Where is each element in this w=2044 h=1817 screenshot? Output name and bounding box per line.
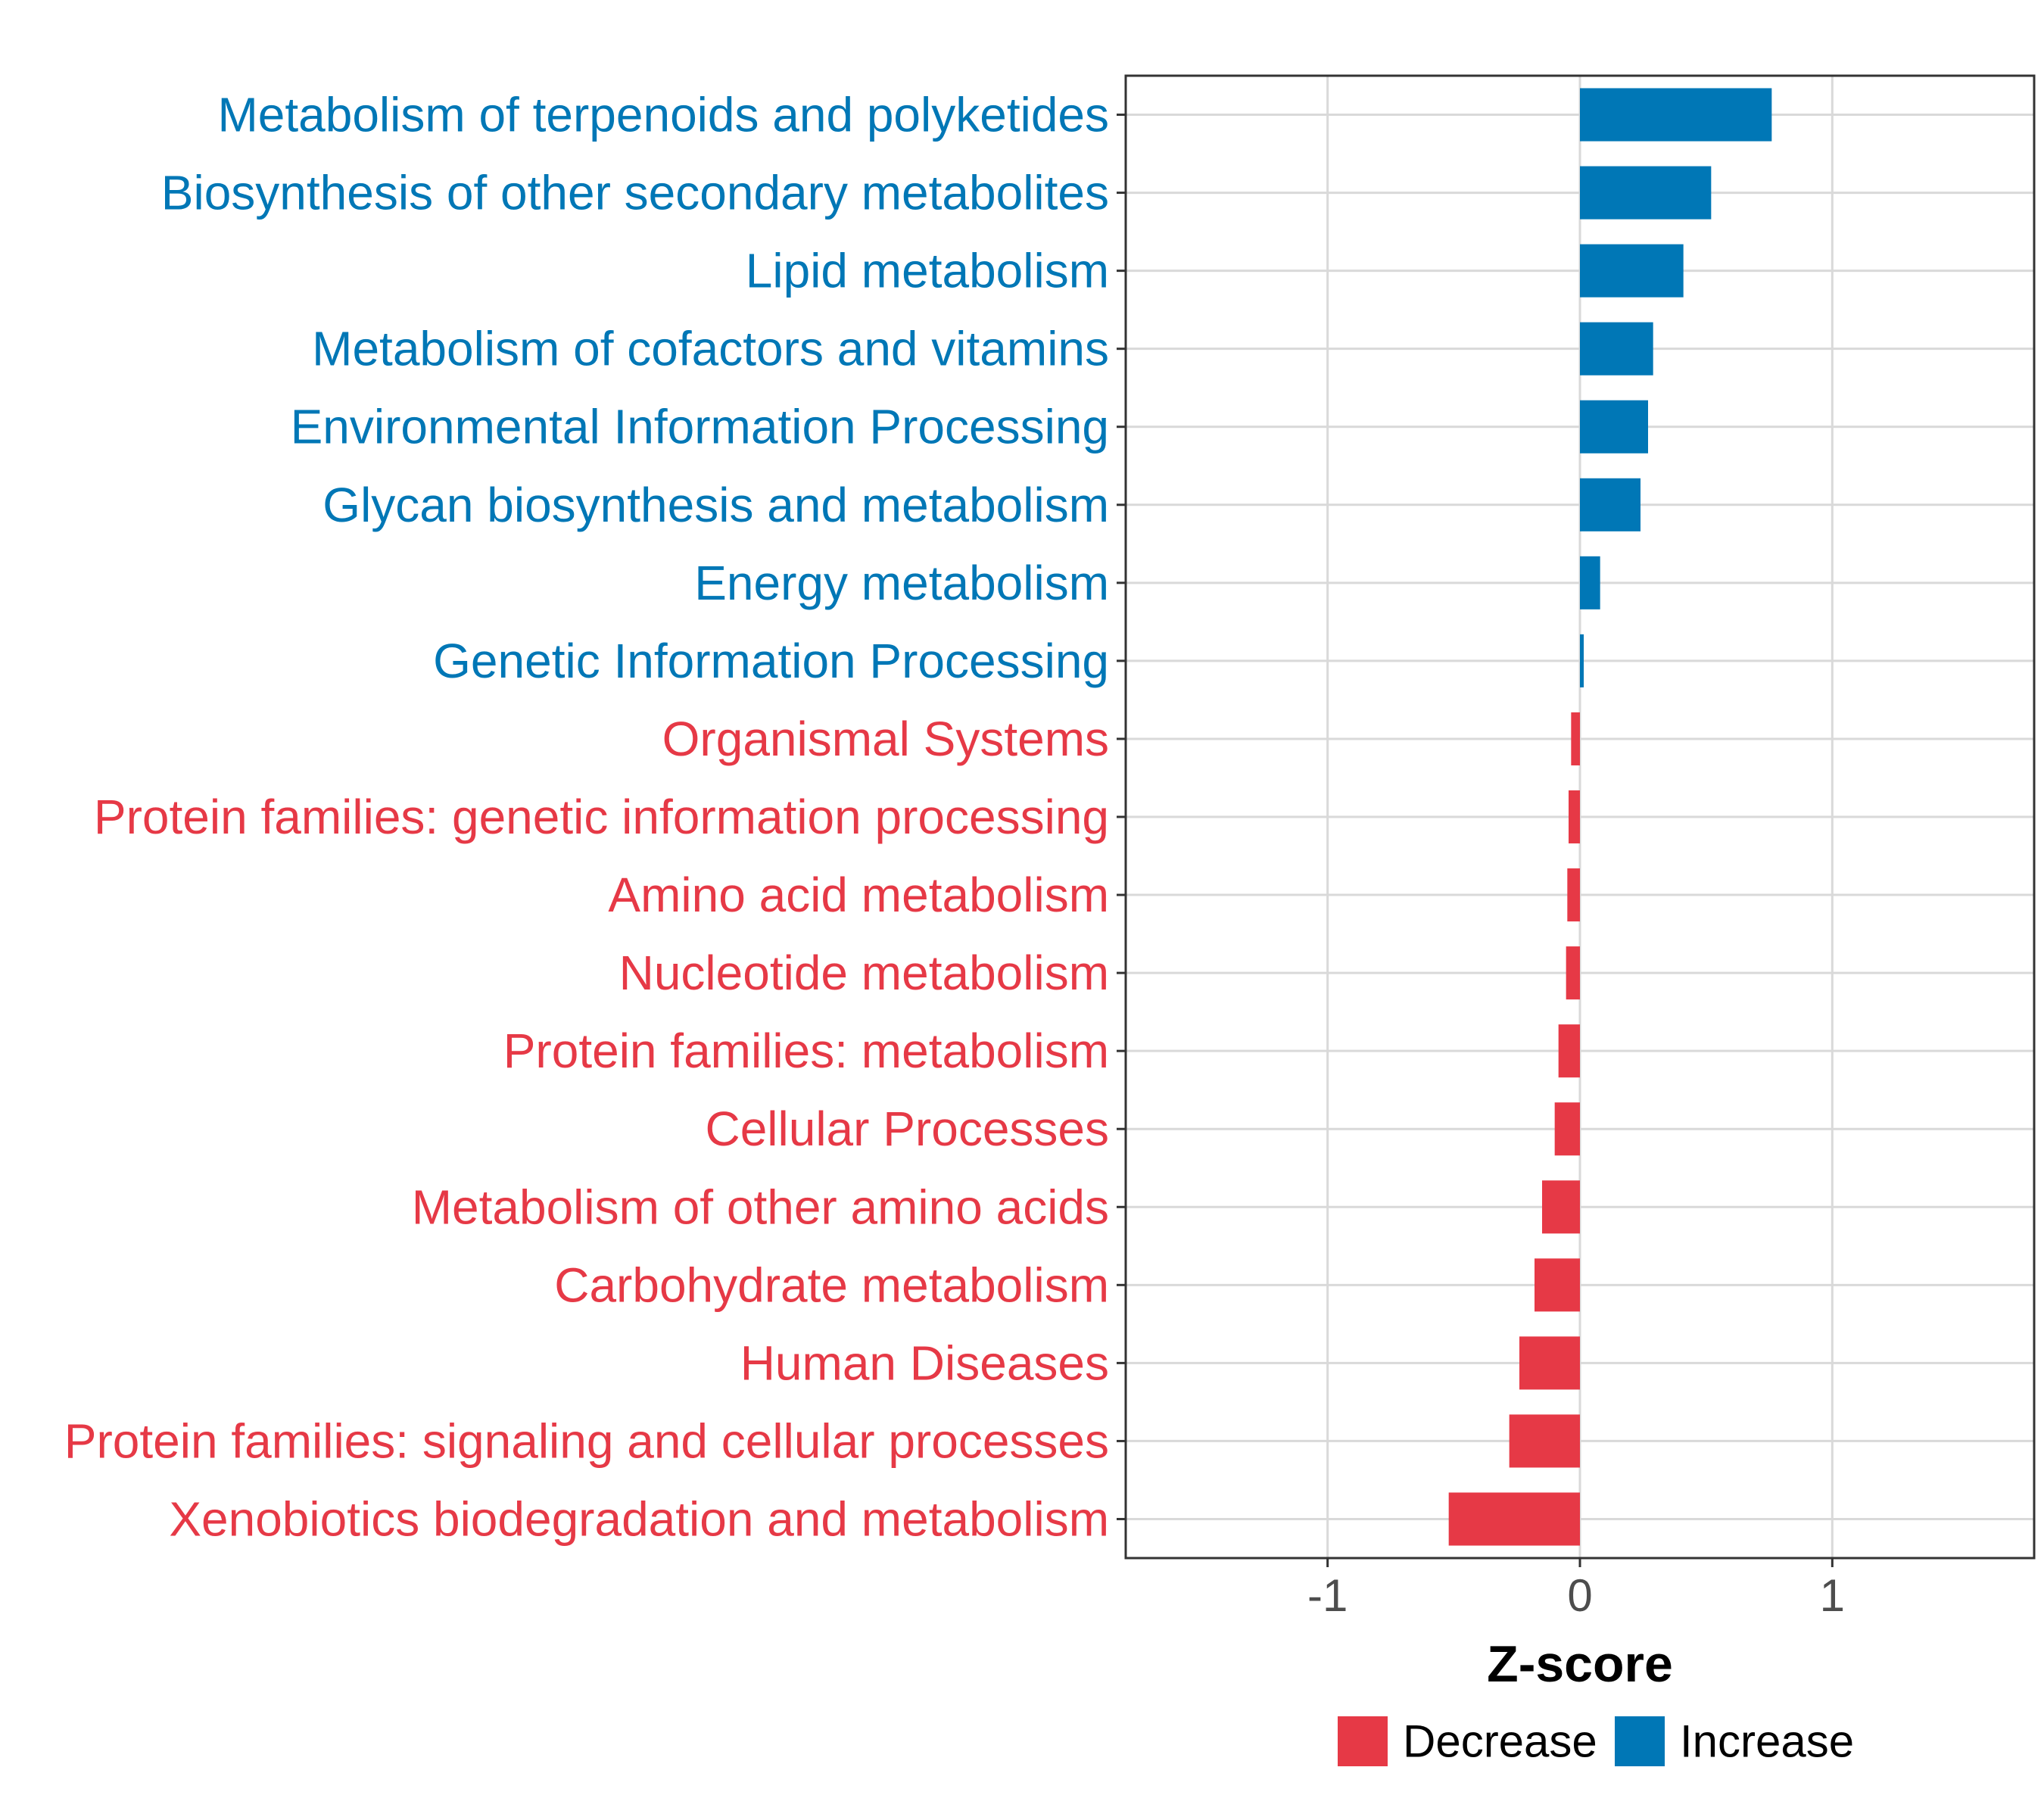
legend-swatch-increase bbox=[1615, 1716, 1665, 1766]
category-label-xenobiotics-biodegradation-and-metabolism: Xenobiotics biodegradation and metabolis… bbox=[169, 1491, 1109, 1546]
bar-environmental-information-processing bbox=[1580, 400, 1648, 453]
category-label-metabolism-of-cofactors-and-vitamins: Metabolism of cofactors and vitamins bbox=[312, 322, 1109, 376]
bar-metabolism-of-other-amino-acids bbox=[1542, 1180, 1580, 1234]
bar-amino-acid-metabolism bbox=[1567, 868, 1580, 922]
bar-lipid-metabolism bbox=[1580, 244, 1684, 298]
bar-protein-families-metabolism bbox=[1558, 1024, 1580, 1078]
bar-metabolism-of-terpenoids-and-polyketides bbox=[1580, 88, 1772, 142]
category-label-lipid-metabolism: Lipid metabolism bbox=[746, 244, 1109, 298]
bar-metabolism-of-cofactors-and-vitamins bbox=[1580, 322, 1653, 376]
category-label-carbohydrate-metabolism: Carbohydrate metabolism bbox=[554, 1258, 1109, 1312]
x-axis-tick-layer: -1 0 1 bbox=[1307, 1558, 1845, 1621]
bar-biosynthesis-of-other-secondary-metabolites bbox=[1580, 166, 1712, 220]
category-label-organismal-systems: Organismal Systems bbox=[662, 712, 1109, 766]
legend-swatch-decrease bbox=[1338, 1716, 1388, 1766]
category-label-protein-families-genetic-information-processing: Protein families: genetic information pr… bbox=[94, 790, 1109, 844]
legend-label-increase: Increase bbox=[1680, 1716, 1854, 1767]
bar-protein-families-signaling-and-cellular-processes bbox=[1509, 1414, 1580, 1468]
category-label-genetic-information-processing: Genetic Information Processing bbox=[433, 634, 1109, 688]
bar-xenobiotics-biodegradation-and-metabolism bbox=[1448, 1492, 1580, 1546]
bar-glycan-biosynthesis-and-metabolism bbox=[1580, 478, 1640, 531]
bar-carbohydrate-metabolism bbox=[1535, 1258, 1580, 1312]
bar-cellular-processes bbox=[1554, 1102, 1580, 1156]
category-label-metabolism-of-terpenoids-and-polyketides: Metabolism of terpenoids and polyketides bbox=[217, 88, 1109, 142]
category-label-nucleotide-metabolism: Nucleotide metabolism bbox=[619, 946, 1109, 1000]
category-label-protein-families-signaling-and-cellular-processes: Protein families: signaling and cellular… bbox=[64, 1413, 1109, 1468]
category-label-protein-families-metabolism: Protein families: metabolism bbox=[503, 1024, 1109, 1078]
bar-nucleotide-metabolism bbox=[1566, 946, 1580, 1000]
category-label-metabolism-of-other-amino-acids: Metabolism of other amino acids bbox=[412, 1180, 1109, 1234]
x-tick-label: 0 bbox=[1567, 1570, 1592, 1621]
bar-organismal-systems bbox=[1571, 712, 1580, 765]
legend-label-decrease: Decrease bbox=[1403, 1716, 1597, 1767]
bar-human-diseases bbox=[1519, 1336, 1580, 1390]
category-label-biosynthesis-of-other-secondary-metabolites: Biosynthesis of other secondary metaboli… bbox=[161, 166, 1109, 220]
bar-genetic-information-processing bbox=[1580, 634, 1584, 687]
category-label-human-diseases: Human Diseases bbox=[740, 1335, 1109, 1390]
category-label-glycan-biosynthesis-and-metabolism: Glycan biosynthesis and metabolism bbox=[322, 478, 1109, 532]
bar-energy-metabolism bbox=[1580, 556, 1600, 609]
x-tick-label: 1 bbox=[1820, 1570, 1845, 1621]
bar-protein-families-genetic-information-processing bbox=[1569, 790, 1580, 844]
category-label-environmental-information-processing: Environmental Information Processing bbox=[291, 400, 1109, 454]
x-tick-label: -1 bbox=[1307, 1570, 1348, 1621]
category-label-layer: Metabolism of terpenoids and polyketides… bbox=[64, 88, 1126, 1546]
category-label-cellular-processes: Cellular Processes bbox=[705, 1102, 1109, 1156]
bar-layer bbox=[1448, 88, 1772, 1546]
x-axis-title: Z-score bbox=[1487, 1635, 1673, 1693]
legend: Decrease Increase bbox=[1338, 1716, 1854, 1767]
category-label-energy-metabolism: Energy metabolism bbox=[694, 556, 1109, 610]
category-label-amino-acid-metabolism: Amino acid metabolism bbox=[608, 868, 1109, 922]
